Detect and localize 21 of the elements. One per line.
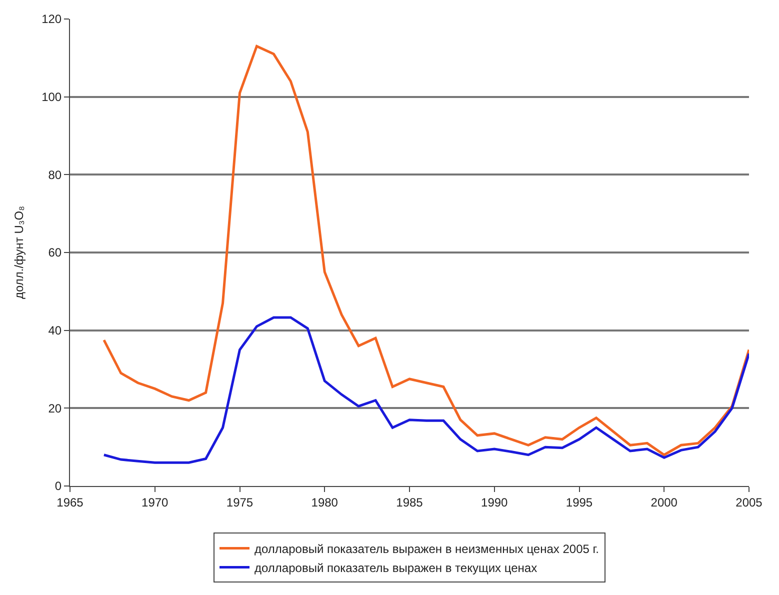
y-tick-label: 80 <box>48 168 62 182</box>
x-tick-label: 2000 <box>650 495 678 510</box>
x-tick-label: 1985 <box>396 495 424 510</box>
x-tick-label: 2005 <box>736 495 763 510</box>
x-tick-label: 1995 <box>566 495 593 510</box>
y-tick-label: 60 <box>48 246 62 260</box>
legend-label: долларовый показатель выражен в текущих ценах <box>254 560 538 575</box>
line-series <box>102 316 749 464</box>
legend-label: долларовый показатель выражен в неизменных ценах 2005 г. <box>254 542 600 556</box>
y-tick-label: 40 <box>48 324 62 338</box>
y-tick-label: 0 <box>54 479 62 494</box>
line-series <box>102 44 749 456</box>
x-tick-label: 1965 <box>56 495 84 510</box>
y-tick-label: 100 <box>42 90 62 104</box>
x-tick-label: 1970 <box>142 495 169 510</box>
x-tick-label: 1980 <box>311 495 338 510</box>
y-tick-label: 20 <box>48 401 62 416</box>
x-tick-label: 1990 <box>481 495 508 510</box>
x-tick-label: 1975 <box>226 495 254 510</box>
y-axis-title: долл./фунт U₃O₈ <box>12 206 26 300</box>
y-tick-label: 120 <box>42 12 62 26</box>
